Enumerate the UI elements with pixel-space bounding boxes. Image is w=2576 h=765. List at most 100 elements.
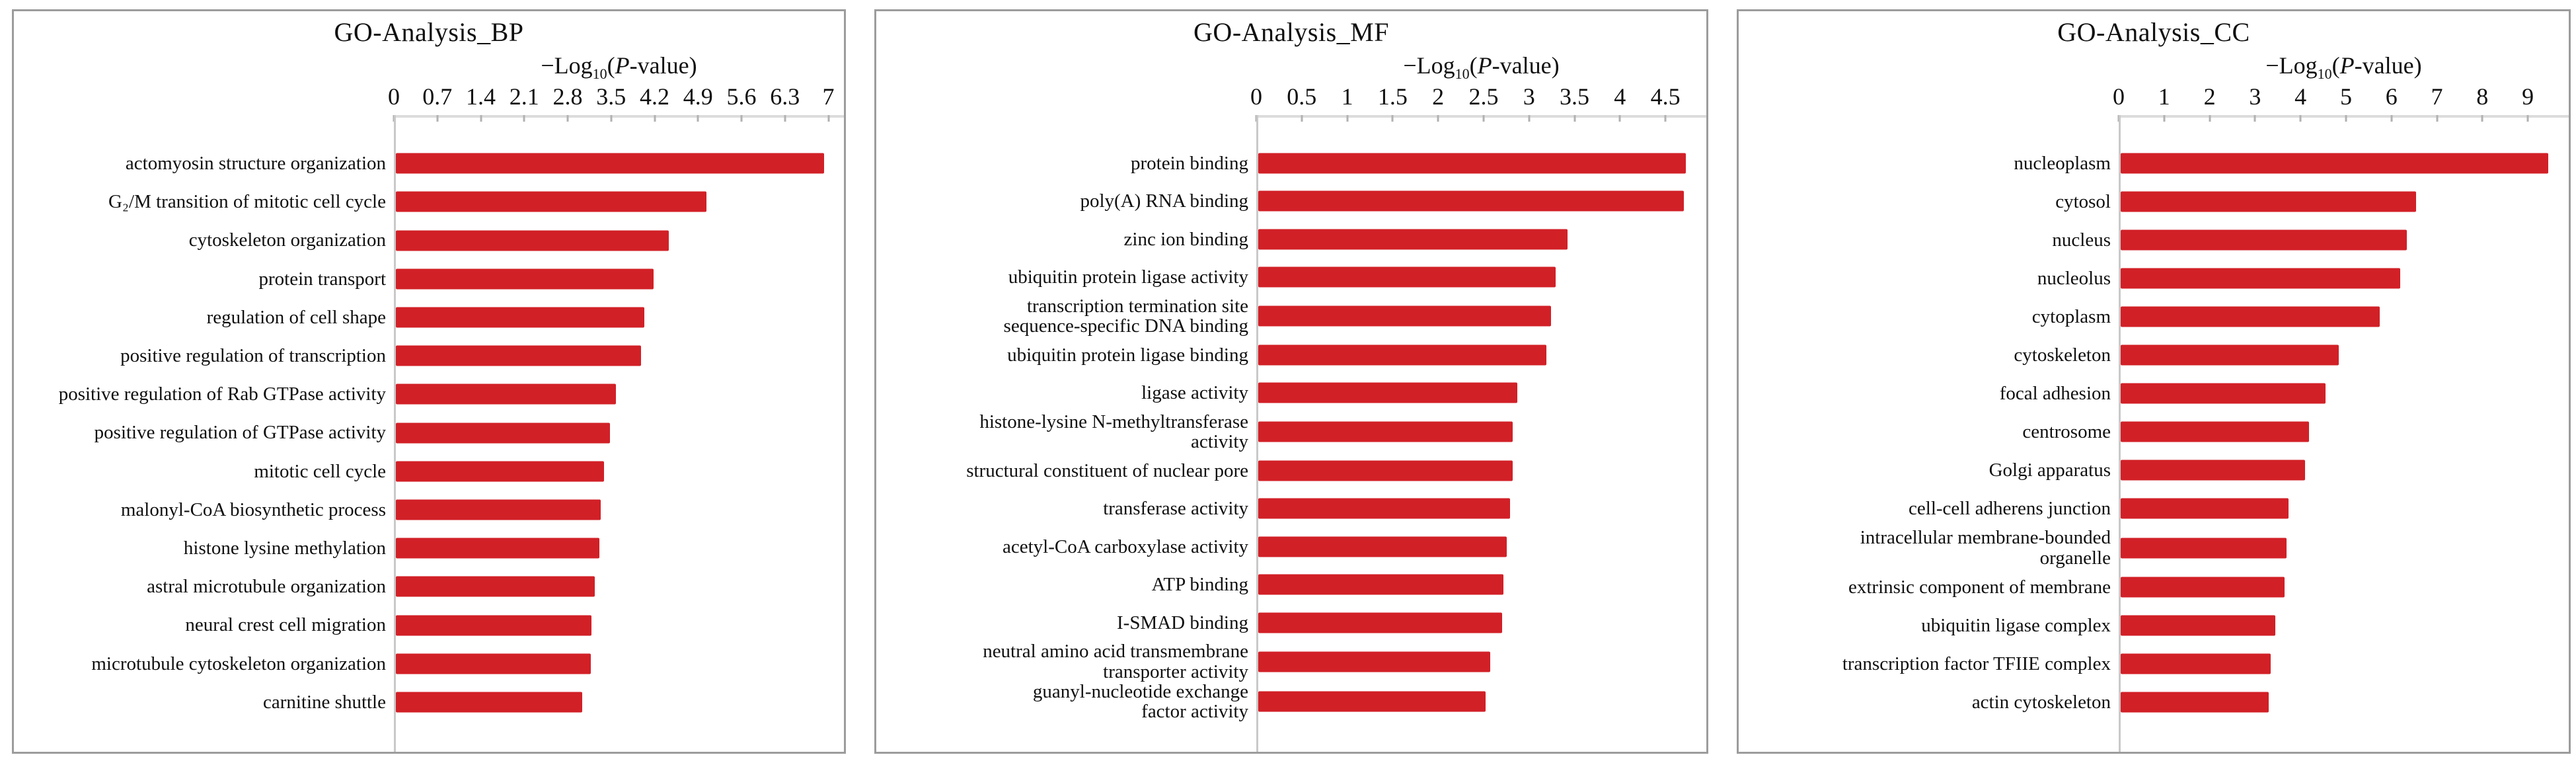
bar-rows: protein binding poly(A) RNA binding zinc i… bbox=[876, 118, 1706, 752]
bar bbox=[2121, 153, 2548, 174]
x-tick-mark bbox=[436, 115, 439, 122]
x-tick-label: 2 bbox=[2203, 83, 2216, 110]
category-label: malonyl-CoA biosynthetic process bbox=[120, 499, 386, 520]
x-tick-label: 7 bbox=[822, 83, 835, 110]
category-label: neural crest cell migration bbox=[185, 614, 386, 636]
category-label: carnitine shuttle bbox=[262, 691, 386, 713]
bar bbox=[1258, 498, 1511, 519]
bar-track bbox=[394, 567, 844, 606]
x-tick-mark bbox=[1391, 115, 1394, 122]
x-axis-label-pvalue: P bbox=[2339, 52, 2355, 79]
category-label: ubiquitin protein ligase activity bbox=[1008, 266, 1248, 288]
bar bbox=[2121, 383, 2326, 404]
bar-row: centrosome bbox=[1739, 413, 2569, 451]
bar-track bbox=[1256, 258, 1706, 296]
bar bbox=[1258, 612, 1502, 633]
bar-track bbox=[1256, 604, 1706, 641]
bar bbox=[396, 307, 644, 328]
x-tick-label: 4 bbox=[2294, 83, 2307, 110]
bar-track bbox=[394, 491, 844, 529]
bar-row: neutral amino acid transmembrane transpo… bbox=[876, 641, 1706, 682]
x-axis-label-pvalue: P bbox=[1477, 52, 1492, 79]
x-tick-label: 3 bbox=[1523, 83, 1535, 110]
bar-track bbox=[1256, 220, 1706, 258]
bar-row: malonyl-CoA biosynthetic process bbox=[14, 491, 844, 529]
bar-row: G₂/M transition of mitotic cell cycle bbox=[14, 182, 844, 221]
category-label: mitotic cell cycle bbox=[254, 460, 386, 482]
bar bbox=[1258, 344, 1547, 366]
category-label: ATP binding bbox=[1151, 574, 1248, 596]
category-label: zinc ion binding bbox=[1123, 228, 1248, 250]
bar bbox=[396, 230, 669, 251]
x-axis-label: −Log10(P-value) bbox=[1256, 51, 1706, 81]
x-tick-label: 4.9 bbox=[683, 83, 713, 110]
bar-track bbox=[2119, 336, 2569, 374]
bar-track bbox=[1256, 296, 1706, 336]
category-label: poly(A) RNA binding bbox=[1080, 190, 1248, 212]
category-label: microtubule cytoskeleton organization bbox=[91, 653, 386, 674]
x-tick-mark bbox=[1301, 115, 1303, 122]
category-label: protein binding bbox=[1130, 152, 1248, 174]
bar bbox=[396, 383, 617, 405]
bar-row: cytoplasm bbox=[1739, 298, 2569, 336]
x-axis-line bbox=[1255, 115, 1706, 122]
x-tick-mark bbox=[1664, 115, 1667, 122]
bar-row: transferase activity bbox=[876, 490, 1706, 528]
bar-row: histone-lysine N-methyltransferase activ… bbox=[876, 412, 1706, 452]
x-tick-mark bbox=[697, 115, 699, 122]
bar-row: structural constituent of nuclear pore bbox=[876, 452, 1706, 489]
x-axis-label-paren: ( bbox=[2331, 52, 2340, 79]
category-label: focal adhesion bbox=[1999, 383, 2111, 405]
bar-track bbox=[2119, 374, 2569, 413]
bar-track bbox=[394, 221, 844, 259]
x-tick-label: 0 bbox=[1250, 83, 1262, 110]
chart-title: GO-Analysis_MF bbox=[1193, 17, 1389, 47]
bar-track bbox=[394, 529, 844, 567]
bar-track bbox=[2119, 144, 2569, 182]
bar-row: protein binding bbox=[876, 144, 1706, 182]
bar-row: Golgi apparatus bbox=[1739, 451, 2569, 489]
bar-row: cytoskeleton bbox=[1739, 336, 2569, 374]
category-label: cell-cell adherens junction bbox=[1909, 498, 2111, 520]
bar bbox=[1258, 574, 1504, 595]
bar bbox=[396, 692, 582, 713]
category-label: neutral amino acid transmembrane transpo… bbox=[983, 641, 1248, 682]
bar bbox=[2121, 268, 2401, 289]
bar-track bbox=[2119, 683, 2569, 721]
bar-row: I-SMAD binding bbox=[876, 604, 1706, 641]
x-tick-label: 4 bbox=[1614, 83, 1626, 110]
x-tick-label: 1 bbox=[1341, 83, 1353, 110]
bar-track bbox=[2119, 606, 2569, 645]
category-label: positive regulation of Rab GTPase activi… bbox=[58, 383, 386, 405]
category-label: transcription termination site sequence-… bbox=[1003, 295, 1248, 337]
bar bbox=[2121, 306, 2380, 327]
bar-track bbox=[1256, 490, 1706, 528]
category-label: guanyl-nucleotide exchange factor activi… bbox=[1032, 680, 1248, 722]
x-tick-label: 0.7 bbox=[422, 83, 453, 110]
bar bbox=[1258, 691, 1486, 712]
y-axis-line bbox=[1256, 115, 1258, 752]
bar-row: actin cytoskeleton bbox=[1739, 683, 2569, 721]
bar-row: mitotic cell cycle bbox=[14, 452, 844, 491]
x-tick-label: 2.5 bbox=[1468, 83, 1499, 110]
x-axis-label-paren: ( bbox=[607, 52, 615, 79]
x-tick-mark bbox=[566, 115, 569, 122]
x-tick-mark bbox=[2390, 115, 2393, 122]
x-axis-label-subscript: 10 bbox=[2317, 65, 2332, 82]
category-label: regulation of cell shape bbox=[206, 306, 386, 328]
bar-row: nucleus bbox=[1739, 221, 2569, 259]
bar-track bbox=[1256, 412, 1706, 452]
bar-track bbox=[2119, 489, 2569, 528]
x-tick-mark bbox=[1346, 115, 1349, 122]
bar bbox=[2121, 653, 2271, 674]
bar-track bbox=[2119, 451, 2569, 489]
category-label: positive regulation of transcription bbox=[120, 345, 386, 367]
bar-track bbox=[2119, 221, 2569, 259]
x-axis-label: −Log10(P-value) bbox=[394, 51, 844, 81]
x-axis-ticks: 0 1 2 3 4 5 6 7 8 9 bbox=[2113, 79, 2569, 113]
bar bbox=[1258, 651, 1490, 672]
bar bbox=[1258, 266, 1556, 288]
bar-track bbox=[2119, 259, 2569, 298]
bar-row: ubiquitin protein ligase activity bbox=[876, 258, 1706, 296]
x-tick-mark bbox=[480, 115, 482, 122]
